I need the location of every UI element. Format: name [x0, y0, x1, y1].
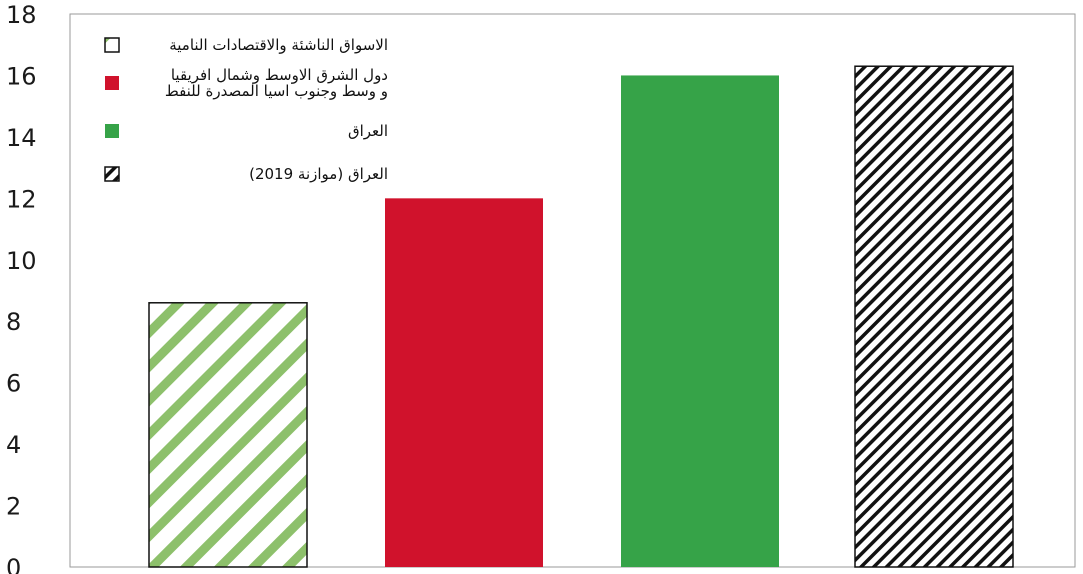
bar-4: [854, 65, 1014, 568]
bar-2: [385, 198, 543, 568]
legend-label-1: الاسواق الناشئة والاقتصادات النامية: [169, 36, 388, 54]
plot-area-frame: [69, 13, 1076, 568]
bar-1: [148, 302, 308, 568]
y-tick-label: 16: [6, 62, 37, 90]
y-tick-label: 0: [6, 554, 21, 574]
y-tick-label: 12: [6, 185, 37, 213]
legend-swatch-2: [105, 76, 119, 90]
bars: [148, 65, 1014, 568]
y-axis-tick-labels: 0 2 4 6 8 10 12 14 16 18: [6, 1, 37, 574]
y-tick-label: 4: [6, 431, 21, 459]
y-tick-label: 8: [6, 308, 21, 336]
y-tick-label: 18: [6, 1, 37, 29]
legend-swatch-4: [104, 166, 120, 182]
y-tick-label: 6: [6, 370, 21, 398]
legend-label-3: العراق: [348, 122, 388, 140]
y-tick-label: 2: [6, 493, 21, 521]
legend: الاسواق الناشئة والاقتصادات النامية دول ا…: [104, 36, 388, 183]
y-tick-label: 14: [6, 124, 37, 152]
legend-label-2: و وسط وجنوب اسيا المصدرة للنفط: [165, 82, 388, 100]
y-tick-label: 10: [6, 247, 37, 275]
bar-3: [621, 75, 779, 567]
legend-label-2: دول الشرق الاوسط وشمال افريقيا: [171, 66, 388, 84]
legend-swatch-1: [104, 37, 120, 53]
legend-label-4: العراق (موازنة 2019): [249, 165, 388, 183]
legend-swatch-3: [105, 124, 119, 138]
